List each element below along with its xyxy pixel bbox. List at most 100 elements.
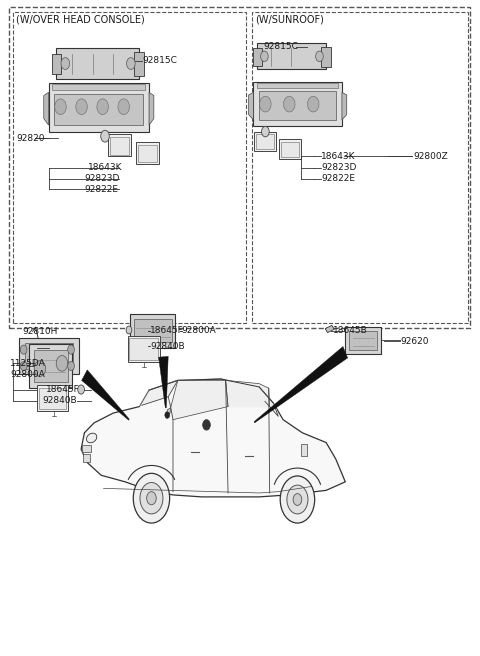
Circle shape (20, 345, 27, 354)
Bar (257, 83, 338, 89)
Polygon shape (342, 92, 347, 120)
Text: 92823D: 92823D (84, 174, 120, 183)
Polygon shape (325, 325, 334, 333)
Text: 92800A: 92800A (181, 326, 216, 335)
Bar (281, 142, 299, 157)
Circle shape (97, 99, 108, 115)
Polygon shape (140, 380, 178, 407)
Circle shape (316, 51, 323, 62)
Polygon shape (259, 387, 278, 417)
Text: 92620: 92620 (400, 337, 429, 346)
Bar (52, 84, 145, 91)
Text: 92820: 92820 (16, 134, 45, 142)
Circle shape (118, 99, 130, 115)
Bar (48, 83, 149, 132)
Circle shape (261, 51, 268, 62)
Bar (24, 343, 73, 369)
Text: 92822E: 92822E (84, 185, 119, 194)
Circle shape (308, 96, 319, 112)
Circle shape (165, 412, 169, 419)
Bar (34, 350, 68, 382)
Bar (130, 314, 175, 348)
Circle shape (127, 58, 135, 70)
Circle shape (76, 99, 87, 115)
Circle shape (203, 420, 210, 430)
Polygon shape (226, 380, 270, 407)
Circle shape (260, 96, 271, 112)
Bar (134, 52, 144, 76)
Circle shape (287, 485, 308, 514)
Text: 92822E: 92822E (322, 174, 355, 183)
Polygon shape (249, 92, 253, 120)
Bar (138, 145, 157, 163)
Text: (W/OVER HEAD CONSOLE): (W/OVER HEAD CONSOLE) (16, 14, 145, 25)
Text: 18645F: 18645F (150, 326, 184, 335)
Text: 92840B: 92840B (150, 342, 185, 351)
Circle shape (34, 361, 46, 377)
Bar (29, 344, 72, 388)
Circle shape (284, 96, 295, 112)
Bar (54, 94, 144, 125)
Bar (279, 140, 301, 159)
Bar (253, 49, 262, 66)
Bar (56, 48, 140, 79)
Polygon shape (170, 380, 228, 420)
Circle shape (140, 483, 163, 514)
Bar (257, 43, 326, 70)
Polygon shape (159, 356, 168, 408)
Bar (12, 12, 246, 323)
Circle shape (20, 361, 27, 371)
Bar (128, 336, 160, 362)
Bar (108, 134, 132, 157)
Bar (19, 338, 79, 374)
Text: 92823D: 92823D (322, 163, 357, 172)
Bar (322, 47, 331, 67)
Circle shape (61, 58, 70, 70)
Circle shape (126, 326, 132, 334)
Circle shape (68, 345, 74, 354)
Text: 18643K: 18643K (322, 152, 356, 161)
Text: 92800Z: 92800Z (413, 152, 448, 161)
Text: 18643K: 18643K (88, 163, 123, 172)
Polygon shape (254, 346, 348, 423)
Circle shape (56, 356, 68, 371)
Circle shape (101, 131, 109, 142)
Polygon shape (81, 379, 345, 497)
Bar (36, 385, 68, 411)
Text: 92810H: 92810H (22, 327, 58, 336)
Polygon shape (167, 408, 170, 415)
Bar (9, 7, 470, 328)
Bar (130, 338, 158, 360)
Bar (134, 319, 171, 342)
Circle shape (78, 385, 84, 394)
Bar (38, 388, 66, 409)
Bar (136, 142, 158, 165)
Bar (253, 82, 342, 127)
Circle shape (133, 474, 169, 523)
Text: 92840B: 92840B (43, 396, 77, 405)
Bar (110, 137, 130, 155)
Polygon shape (82, 370, 129, 420)
Bar (52, 54, 61, 74)
Polygon shape (149, 92, 154, 125)
Text: 92800A: 92800A (10, 370, 45, 379)
Polygon shape (44, 92, 48, 125)
Circle shape (262, 127, 269, 137)
Text: 18645F: 18645F (46, 385, 80, 394)
Bar (82, 445, 91, 453)
Circle shape (293, 493, 302, 505)
Bar (254, 132, 276, 152)
Bar (349, 331, 377, 350)
Bar (83, 455, 90, 462)
Text: (W/SUNROOF): (W/SUNROOF) (255, 14, 324, 25)
Bar (301, 444, 307, 456)
Bar (345, 327, 381, 354)
Circle shape (55, 99, 66, 115)
Circle shape (68, 361, 74, 371)
Circle shape (280, 476, 315, 523)
Bar (252, 12, 468, 323)
Circle shape (147, 491, 156, 504)
Text: 1125DA: 1125DA (10, 359, 46, 368)
Text: 92815C: 92815C (143, 56, 177, 66)
Bar (259, 91, 336, 120)
